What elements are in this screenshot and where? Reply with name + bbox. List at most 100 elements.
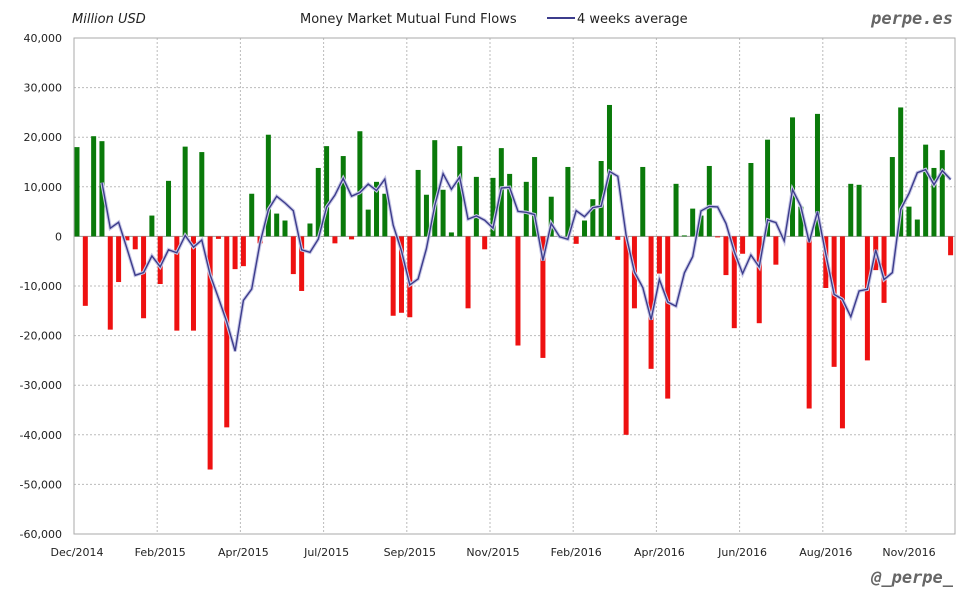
bar-outflow — [107, 236, 113, 330]
bar-inflow — [282, 220, 288, 237]
bar-inflow — [315, 167, 321, 237]
bar-inflow — [249, 193, 255, 237]
bar-inflow — [274, 213, 280, 237]
average-line — [101, 168, 952, 352]
bar-outflow — [740, 236, 746, 254]
bar-outflow — [224, 236, 230, 428]
bar-outflow — [881, 236, 887, 303]
bar-inflow — [690, 208, 696, 237]
bar-inflow — [939, 150, 945, 237]
bar-inflow — [265, 134, 271, 237]
bar-outflow — [731, 236, 737, 329]
grid — [74, 38, 955, 534]
bar-inflow — [448, 232, 454, 237]
bar-inflow — [906, 206, 912, 237]
bar-inflow — [706, 165, 712, 237]
bar-outflow — [806, 236, 812, 409]
bar-inflow — [532, 157, 538, 237]
brand-site: perpe.es — [870, 9, 953, 29]
bar-outflow — [623, 236, 629, 435]
bar-outflow — [665, 236, 671, 399]
bar-outflow — [482, 236, 488, 250]
bar-outflow — [116, 236, 122, 283]
bar-inflow — [523, 181, 529, 237]
bar-outflow — [124, 236, 130, 241]
chart-title: Money Market Mutual Fund Flows — [300, 12, 517, 27]
bar-outflow — [190, 236, 196, 331]
bar-inflow — [307, 223, 313, 237]
average-line-group — [100, 167, 952, 352]
bar-outflow — [349, 236, 355, 240]
bar-outflow — [232, 236, 238, 270]
bar-outflow — [407, 236, 413, 318]
bar-inflow — [582, 220, 588, 237]
y-tick-label: -50,000 — [20, 478, 62, 491]
bar-outflow — [864, 236, 870, 361]
bar-inflow — [473, 176, 479, 237]
bar-outflow — [390, 236, 396, 316]
bar-outflow — [290, 236, 296, 275]
bar-outflow — [723, 236, 729, 276]
bar-inflow — [798, 206, 804, 237]
bar-outflow — [174, 236, 180, 331]
bar-outflow — [756, 236, 762, 324]
bar-inflow — [598, 161, 604, 237]
bar-inflow — [423, 194, 429, 237]
y-tick-label: 20,000 — [24, 131, 63, 144]
bar-outflow — [240, 236, 246, 267]
bar-inflow — [440, 189, 446, 237]
bar-outflow — [299, 236, 305, 291]
bar-inflow — [698, 215, 704, 237]
bar-inflow — [507, 173, 513, 237]
y-tick-label: -30,000 — [20, 379, 62, 392]
bar-outflow — [157, 236, 163, 285]
bar-inflow — [681, 235, 687, 237]
bar-outflow — [332, 236, 338, 244]
x-tick-label: Apr/2016 — [634, 546, 685, 559]
bar-inflow — [457, 146, 463, 237]
bar-inflow — [748, 162, 754, 237]
x-tick-label: Dec/2014 — [51, 546, 104, 559]
bar-inflow — [365, 209, 371, 237]
bar-inflow — [814, 113, 820, 237]
bar-outflow — [82, 236, 88, 306]
bar-inflow — [415, 169, 421, 237]
bar-inflow — [324, 146, 330, 237]
y-tick-label: -20,000 — [20, 330, 62, 343]
x-tick-label: Jun/2016 — [717, 546, 767, 559]
bar-inflow — [673, 183, 679, 237]
x-tick-label: Apr/2015 — [218, 546, 269, 559]
y-tick-label: -40,000 — [20, 429, 62, 442]
bar-outflow — [465, 236, 471, 309]
y-tick-label: -60,000 — [20, 528, 62, 541]
x-tick-label: Jul/2015 — [303, 546, 349, 559]
bar-outflow — [515, 236, 521, 346]
y-axis-unit-label: Million USD — [72, 12, 146, 27]
bar-inflow — [931, 167, 937, 237]
bar-inflow — [565, 166, 571, 237]
y-tick-label: 0 — [55, 230, 62, 243]
bar-inflow — [790, 117, 796, 237]
bar-inflow — [182, 146, 188, 237]
bar-outflow — [831, 236, 837, 367]
bar-inflow — [490, 177, 496, 237]
bar-inflow — [166, 180, 172, 237]
bar-outflow — [656, 236, 662, 274]
x-tick-label: Feb/2016 — [551, 546, 602, 559]
x-tick-label: Aug/2016 — [799, 546, 852, 559]
y-ticks: 40,000 30,000 20,000 10,000 0 -10,000 -20,000 -… — [20, 32, 62, 541]
bar-inflow — [74, 147, 80, 237]
bar-inflow — [199, 152, 205, 237]
bar-outflow — [207, 236, 213, 470]
bar-outflow — [132, 236, 138, 250]
bar-inflow — [765, 139, 771, 237]
y-tick-label: 10,000 — [24, 181, 63, 194]
bar-outflow — [215, 236, 221, 239]
bars — [74, 104, 954, 470]
bar-inflow — [548, 196, 554, 237]
bar-inflow — [856, 184, 862, 237]
bar-outflow — [948, 236, 954, 256]
bar-inflow — [91, 136, 97, 237]
bar-inflow — [590, 199, 596, 237]
